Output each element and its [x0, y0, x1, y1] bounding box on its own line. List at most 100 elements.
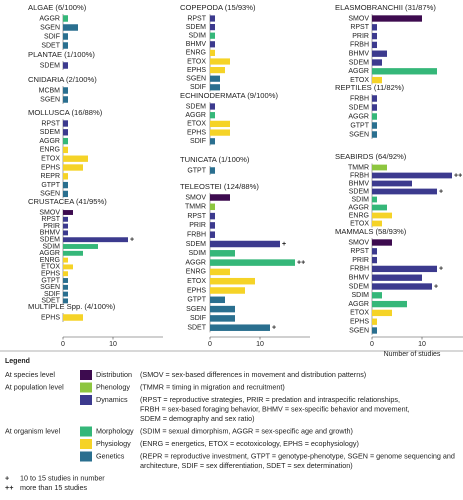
bar	[372, 204, 387, 211]
category-label: SDIF	[44, 33, 60, 40]
category-label: EPHS	[187, 67, 206, 74]
panel-title: ECHINODERMATA (9/100%)	[180, 91, 279, 100]
category-label: ETOX	[350, 310, 369, 317]
category-label: SDEM	[349, 59, 369, 66]
legend-level: At population level	[5, 382, 64, 391]
category-label: REPR	[41, 173, 60, 180]
bar	[372, 68, 437, 75]
bar	[372, 327, 377, 334]
category-label: RPST	[41, 120, 60, 127]
bar	[210, 32, 215, 39]
category-label: PRIR	[352, 257, 369, 264]
bar	[63, 278, 68, 283]
bar	[372, 41, 377, 49]
category-label: EPHS	[350, 319, 369, 326]
category-label: SDIF	[190, 315, 206, 322]
category-label: SDIF	[190, 138, 206, 145]
category-label: SMOV	[39, 209, 60, 216]
bar	[372, 59, 382, 66]
bar	[210, 58, 230, 65]
panel-title: ALGAE (6/100%)	[28, 3, 87, 12]
count-flag: ++	[454, 172, 462, 179]
category-label: RPST	[187, 15, 206, 22]
category-label: FRBH	[350, 42, 369, 49]
category-label: TMMR	[185, 204, 206, 211]
bar	[63, 223, 68, 229]
category-label: SGEN	[40, 24, 60, 31]
bar	[63, 314, 83, 321]
category-label: SMOV	[348, 15, 369, 22]
bar	[372, 265, 437, 273]
category-label: SDIF	[44, 291, 60, 298]
category-label: SGEN	[349, 131, 369, 138]
category-label: SDEM	[349, 104, 369, 111]
category-label: SDIM	[189, 33, 207, 40]
bar	[63, 291, 68, 297]
category-label: BHMV	[349, 51, 370, 58]
bar	[372, 283, 432, 290]
category-label: SDEM	[40, 62, 60, 69]
bar	[63, 120, 68, 127]
panel-title: TELEOSTEI (124/88%)	[180, 182, 259, 191]
bar	[63, 129, 68, 136]
footnote-text: more than 15 studies	[20, 483, 88, 492]
legend-note: FRBH = sex-based foraging behavior, BHMV…	[140, 404, 410, 413]
category-label: TMMR	[348, 164, 369, 171]
legend-note: architecture, SDIF = sex differentiation…	[140, 461, 353, 470]
legend-note: (ENRG = energetics, ETOX = ecotoxicology…	[140, 439, 359, 448]
category-label: RPST	[41, 216, 60, 223]
category-label: GTPT	[350, 122, 369, 129]
category-label: SDIM	[352, 196, 370, 203]
x-tick-label: 10	[418, 341, 426, 348]
legend-item: Genetics	[96, 451, 125, 460]
bar	[372, 220, 382, 227]
bar	[372, 76, 382, 84]
bar	[63, 24, 78, 31]
bar	[210, 103, 215, 110]
category-label: SDET	[41, 42, 60, 49]
bar	[63, 15, 68, 22]
bar	[372, 131, 377, 138]
category-label: ETOX	[187, 121, 206, 128]
bar	[63, 284, 68, 290]
bar	[63, 244, 98, 249]
legend-level: At species level	[5, 370, 55, 379]
x-tick-label: 10	[256, 341, 264, 348]
category-label: AGGR	[348, 113, 369, 120]
count-flag: +	[434, 283, 438, 290]
bar	[210, 240, 280, 248]
category-label: AGGR	[185, 112, 206, 119]
bar	[63, 257, 68, 263]
bar	[210, 84, 220, 91]
bar	[210, 287, 245, 294]
category-label: SDET	[41, 298, 60, 305]
bar	[210, 120, 230, 128]
bar	[372, 32, 377, 40]
bar	[63, 87, 68, 94]
category-label: SDET	[187, 325, 206, 332]
bar	[210, 129, 230, 136]
legend-note: SDEM = demography and sex ratio)	[140, 414, 254, 423]
bar	[210, 212, 215, 220]
bar	[372, 300, 407, 308]
bar	[63, 42, 68, 49]
category-label: SGEN	[186, 306, 206, 313]
category-label: AGGR	[348, 68, 369, 75]
legend-note: (TMMR = timing in migration and recruitm…	[140, 382, 285, 391]
bar	[372, 248, 377, 255]
bar	[372, 95, 377, 102]
category-label: SMOV	[185, 194, 206, 201]
category-label: BHMV	[40, 230, 61, 237]
category-label: SMOV	[348, 239, 369, 246]
bar	[63, 210, 73, 215]
bar	[372, 309, 392, 317]
bar	[63, 146, 68, 154]
category-label: BHMV	[349, 275, 370, 282]
category-label: ENRG	[349, 212, 369, 219]
panel-title: CNIDARIA (2/100%)	[28, 75, 97, 84]
bar	[372, 188, 437, 195]
bar	[210, 49, 215, 56]
bar	[210, 112, 215, 119]
category-label: EPHS	[41, 271, 60, 278]
bar	[63, 237, 128, 243]
